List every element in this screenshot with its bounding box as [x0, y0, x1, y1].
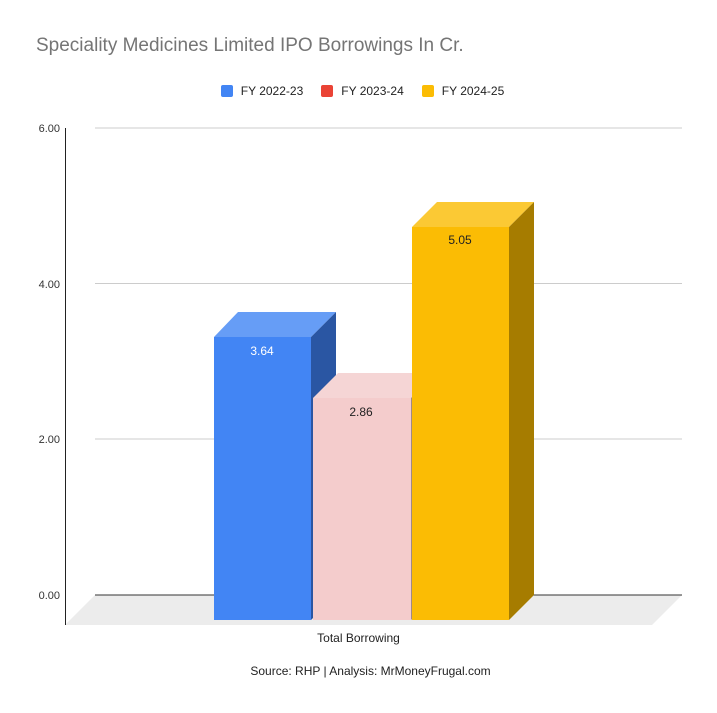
y-tick-2: 2.00: [39, 434, 60, 446]
legend-item-fy2022-23[interactable]: FY 2022-23: [220, 84, 304, 98]
data-label: 2.86: [349, 405, 373, 419]
y-tick-0: 0.00: [39, 590, 60, 602]
x-axis-category-label: Total Borrowing: [317, 631, 400, 645]
legend-swatch-yellow: [421, 85, 434, 97]
legend-swatch-red: [321, 85, 334, 97]
data-label: 3.64: [250, 344, 274, 358]
bar-fy2024-25[interactable]: 5.05: [412, 202, 534, 620]
legend-label: FY 2022-23: [240, 84, 304, 98]
y-tick-6: 6.00: [39, 123, 60, 135]
legend-label: FY 2024-25: [441, 84, 505, 98]
legend-item-fy2024-25[interactable]: FY 2024-25: [421, 84, 505, 98]
source-annotation: Source: RHP | Analysis: MrMoneyFrugal.co…: [250, 664, 491, 678]
legend-label: FY 2023-24: [341, 84, 404, 98]
legend-item-fy2023-24[interactable]: FY 2023-24: [321, 84, 404, 98]
legend-swatch-blue: [220, 85, 233, 97]
chart-title: Speciality Medicines Limited IPO Borrowi…: [36, 35, 464, 56]
y-tick-4: 4.00: [39, 279, 60, 291]
chart-legend: FY 2022-23 FY 2023-24 FY 2024-25: [0, 84, 717, 98]
data-label: 5.05: [448, 233, 472, 247]
